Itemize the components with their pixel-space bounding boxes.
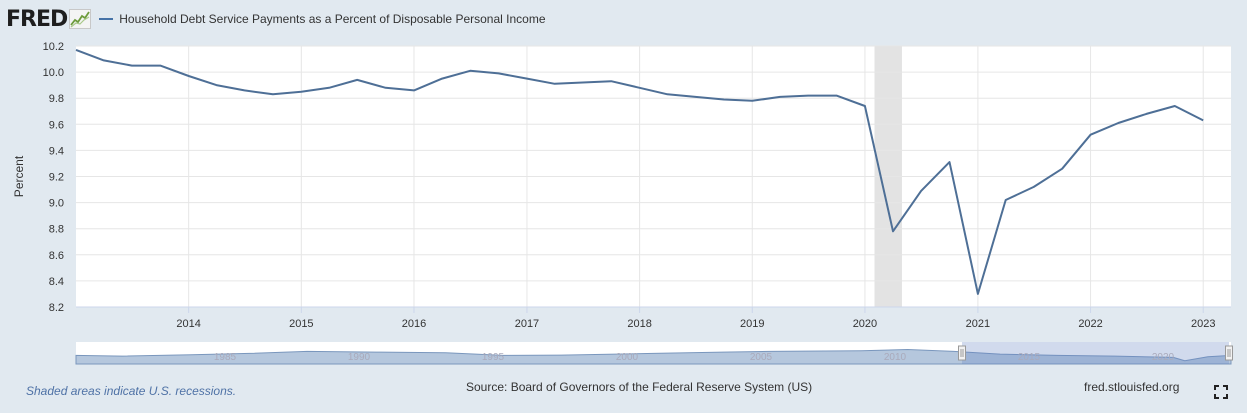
- x-tick-label: 2019: [740, 318, 764, 330]
- navigator-tick-label: 2010: [884, 352, 907, 363]
- y-tick-label: 10.2: [43, 41, 64, 53]
- x-tick-label: 2018: [627, 318, 651, 330]
- x-tick-label: 2022: [1078, 318, 1102, 330]
- navigator-tick-label: 2020: [1152, 352, 1175, 363]
- y-tick-label: 9.6: [49, 119, 64, 131]
- x-tick-label: 2017: [515, 318, 539, 330]
- navigator-tick-label: 2015: [1018, 352, 1041, 363]
- chart-header: FRED Household Debt Service Payments as …: [6, 4, 546, 34]
- y-tick-label: 8.6: [49, 250, 64, 262]
- navigator-handle-right[interactable]: [1225, 345, 1233, 361]
- x-tick-label: 2016: [402, 318, 426, 330]
- source-text: Source: Board of Governors of the Federa…: [466, 380, 813, 394]
- fullscreen-icon[interactable]: [1214, 385, 1228, 399]
- y-tick-label: 9.8: [49, 93, 64, 105]
- y-tick-label: 10.0: [43, 67, 64, 79]
- navigator-tick-label: 2005: [750, 352, 773, 363]
- navigator-tick-label: 2000: [616, 352, 639, 363]
- navigator-tick-label: 1990: [348, 352, 371, 363]
- navigator-tick-label: 1995: [482, 352, 505, 363]
- navigator-series: [75, 348, 1232, 365]
- chart-legend[interactable]: Household Debt Service Payments as a Per…: [99, 12, 546, 26]
- logo-text: FRED: [6, 6, 68, 32]
- x-tick-label: 2015: [289, 318, 313, 330]
- site-link[interactable]: fred.stlouisfed.org: [1084, 380, 1180, 394]
- y-tick-label: 9.2: [49, 172, 64, 184]
- legend-label: Household Debt Service Payments as a Per…: [119, 12, 546, 26]
- recession-note: Shaded areas indicate U.S. recessions.: [26, 384, 237, 398]
- y-axis-label: Percent: [12, 155, 26, 197]
- y-tick-label: 9.4: [49, 145, 64, 157]
- x-tick-label: 2020: [853, 318, 877, 330]
- y-tick-label: 8.8: [49, 224, 64, 236]
- navigator-handle-left[interactable]: [958, 345, 966, 361]
- trend-graph-icon: [69, 9, 92, 29]
- fred-logo[interactable]: FRED: [6, 6, 92, 32]
- legend-swatch: [99, 18, 114, 20]
- x-tick-label: 2014: [176, 318, 200, 330]
- y-tick-label: 8.2: [49, 302, 64, 314]
- y-tick-label: 9.0: [49, 198, 64, 210]
- navigator-selection: [962, 342, 1229, 364]
- y-tick-label: 8.4: [49, 276, 64, 288]
- navigator-tick-label: 1985: [214, 352, 237, 363]
- x-tick-label: 2021: [966, 318, 990, 330]
- x-tick-label: 2023: [1191, 318, 1215, 330]
